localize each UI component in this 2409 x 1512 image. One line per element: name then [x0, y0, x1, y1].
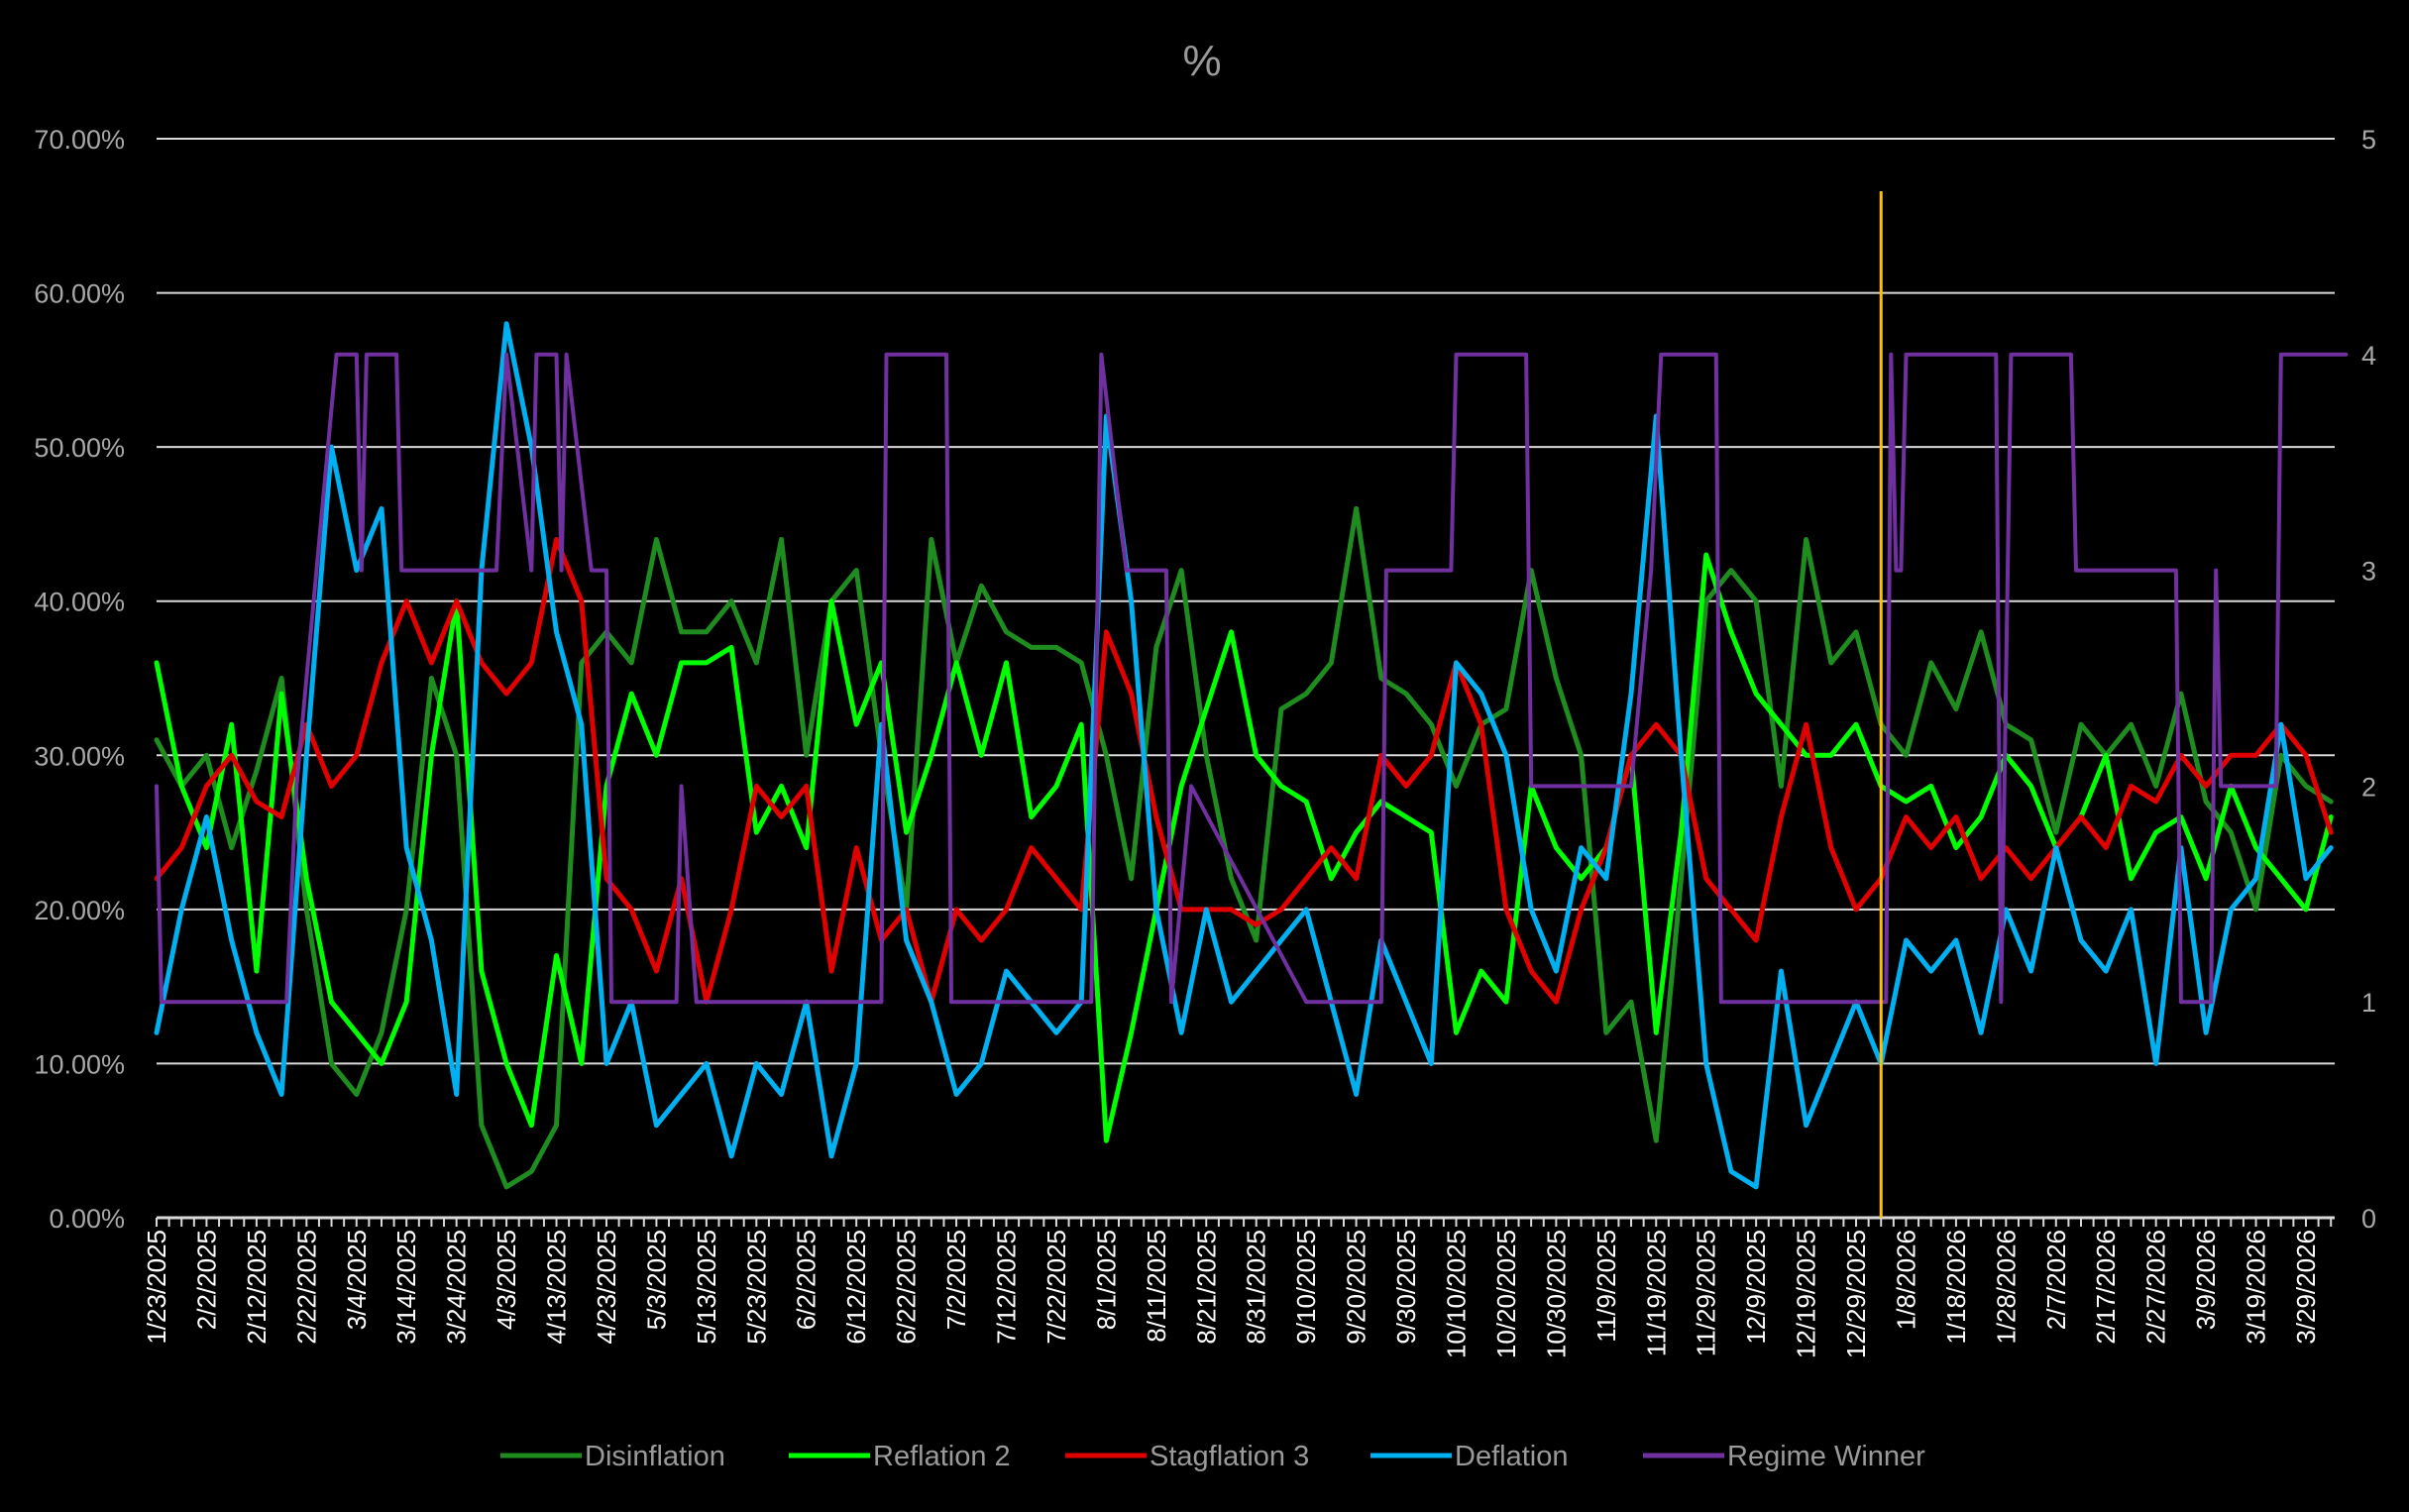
legend-label: Regime Winner [1727, 1441, 1925, 1472]
y-axis-left: 0.00% 10.00% 20.00% 30.00% 40.00% 50.00% 60.00… [34, 125, 125, 1234]
x-tick-label: 3/9/2026 [2191, 1230, 2221, 1330]
x-tick-label: 2/17/2026 [2091, 1230, 2121, 1345]
x-tick-label: 8/31/2025 [1242, 1230, 1271, 1345]
x-tick-label: 2/27/2026 [2141, 1230, 2171, 1345]
series-deflation [154, 321, 2334, 1190]
y2-tick-label: 5 [2361, 125, 2376, 155]
series-disinflation [154, 505, 2334, 1190]
series-regime-winner [155, 352, 2349, 1005]
series-reflation-2 [154, 552, 2334, 1143]
x-tick-label: 8/21/2025 [1191, 1230, 1221, 1345]
x-tick-label: 9/30/2025 [1391, 1230, 1421, 1345]
x-tick-label: 12/29/2025 [1841, 1230, 1871, 1358]
x-tick-label: 9/10/2025 [1291, 1230, 1321, 1345]
x-tick-label: 2/7/2026 [2041, 1230, 2071, 1330]
y2-tick-label: 4 [2361, 341, 2376, 371]
y-tick-label: 50.00% [34, 433, 125, 463]
x-tick-label: 11/9/2025 [1591, 1230, 1621, 1343]
y-tick-label: 30.00% [34, 741, 125, 771]
x-tick-label: 10/20/2025 [1491, 1230, 1521, 1358]
y-axis-right: 0 1 2 3 4 5 [2361, 125, 2376, 1234]
x-tick-label: 5/3/2025 [641, 1230, 671, 1330]
x-tick-label: 7/22/2025 [1041, 1230, 1071, 1345]
x-tick-label: 1/23/2025 [142, 1230, 171, 1345]
x-tick-label: 10/30/2025 [1541, 1230, 1571, 1358]
x-tick-label: 11/29/2025 [1692, 1230, 1721, 1356]
legend-label: Deflation [1455, 1441, 1568, 1472]
x-tick-label: 5/13/2025 [692, 1230, 721, 1345]
x-tick-label: 2/12/2025 [242, 1230, 272, 1345]
x-tick-label: 2/22/2025 [291, 1230, 321, 1345]
y2-tick-label: 1 [2361, 988, 2376, 1018]
x-tick-label: 3/14/2025 [391, 1230, 421, 1345]
x-tick-label: 2/2/2025 [191, 1230, 221, 1330]
x-tick-label: 7/12/2025 [992, 1230, 1022, 1345]
series-lines [154, 321, 2349, 1190]
x-tick-label: 3/29/2026 [2291, 1230, 2321, 1345]
x-axis: 1/23/2025 2/2/2025 2/12/2025 2/22/2025 3/4/2… [142, 1216, 2335, 1358]
y-tick-label: 10.00% [34, 1049, 125, 1079]
x-tick-label: 12/9/2025 [1741, 1230, 1771, 1345]
x-tick-label: 7/2/2025 [941, 1230, 971, 1330]
y-tick-label: 70.00% [34, 125, 125, 155]
x-tick-label: 4/23/2025 [592, 1230, 621, 1345]
x-tick-label: 1/8/2026 [1891, 1230, 1920, 1330]
y2-tick-label: 0 [2361, 1204, 2376, 1234]
x-tick-label: 6/22/2025 [892, 1230, 922, 1345]
x-tick-label: 6/12/2025 [841, 1230, 871, 1345]
chart-title: % [1182, 37, 1221, 85]
y-tick-label: 20.00% [34, 896, 125, 925]
legend-label: Stagflation 3 [1150, 1441, 1309, 1472]
x-tick-label: 1/18/2026 [1941, 1230, 1971, 1345]
legend-label: Disinflation [585, 1441, 725, 1472]
x-tick-label: 12/19/2025 [1792, 1230, 1821, 1358]
y-tick-label: 60.00% [34, 279, 125, 309]
x-tick-label: 9/20/2025 [1342, 1230, 1371, 1345]
y-tick-label: 0.00% [49, 1204, 125, 1234]
x-tick-label: 8/11/2025 [1142, 1230, 1171, 1343]
y2-tick-label: 2 [2361, 772, 2376, 802]
x-tick-label: 4/13/2025 [542, 1230, 572, 1345]
x-tick-label: 3/4/2025 [342, 1230, 372, 1330]
x-tick-label: 10/10/2025 [1441, 1230, 1471, 1358]
y-tick-label: 40.00% [34, 588, 125, 617]
x-tick-label: 5/23/2025 [741, 1230, 771, 1345]
legend-label: Reflation 2 [873, 1441, 1011, 1472]
x-tick-label: 3/19/2026 [2242, 1230, 2271, 1345]
x-tick-label: 8/1/2025 [1091, 1230, 1121, 1330]
x-tick-label: 11/19/2025 [1641, 1230, 1671, 1356]
legend: Disinflation Reflation 2 Stagflation 3 Defl… [500, 1441, 1925, 1472]
series-stagflation-3 [154, 537, 2334, 1005]
x-tick-label: 4/3/2025 [492, 1230, 521, 1330]
y2-tick-label: 3 [2361, 557, 2376, 587]
x-tick-label: 3/24/2025 [442, 1230, 472, 1345]
x-tick-label: 1/28/2026 [1991, 1230, 2021, 1345]
x-tick-label: 6/2/2025 [792, 1230, 821, 1330]
